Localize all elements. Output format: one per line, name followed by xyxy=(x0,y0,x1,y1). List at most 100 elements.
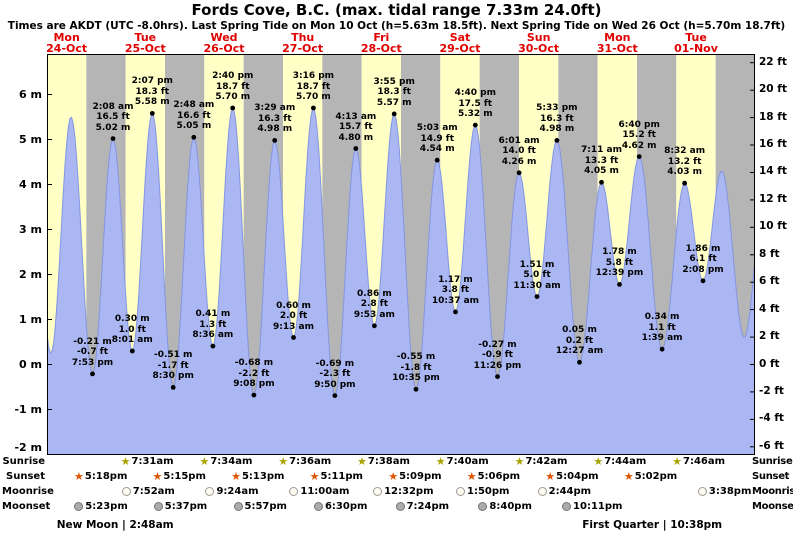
y-axis-label-ft: 20 ft xyxy=(759,83,787,96)
moonset-marker: 5:23pm xyxy=(74,500,128,513)
y-axis-label-ft: 22 ft xyxy=(759,55,787,68)
low-tide-dot xyxy=(534,294,540,299)
high-tide-dot xyxy=(636,154,642,159)
astro-caption-right-sunrise: Sunrise xyxy=(752,456,793,467)
high-tide-dot xyxy=(149,111,155,116)
low-tide-dot xyxy=(210,343,216,349)
astro-caption-right-moonset: Moonset xyxy=(752,501,793,512)
y-axis-label-ft: 4 ft xyxy=(759,302,780,315)
sunrise-star-icon: ★ xyxy=(672,455,682,468)
y-axis-label-m: 0 m xyxy=(19,357,42,371)
sunset-marker: ★ 5:04pm xyxy=(545,470,599,483)
low-tide-dot xyxy=(617,282,622,287)
sunrise-star-icon: ★ xyxy=(514,455,525,468)
y-axis-label-ft: 2 ft xyxy=(759,330,780,343)
y-axis-label-ft: 16 ft xyxy=(759,138,787,151)
sunset-marker: ★ 5:02pm xyxy=(623,470,678,483)
low-tide-dot xyxy=(453,309,458,315)
sunrise-marker: ★ 7:31am xyxy=(120,455,174,468)
sunrise-marker: ★ 7:36am xyxy=(278,455,332,468)
day-label: Wed 26-Oct xyxy=(203,31,245,55)
sunrise-marker: ★ 7:44am xyxy=(593,455,647,468)
y-axis-label-ft: 10 ft xyxy=(759,220,787,233)
sunset-star-icon: ★ xyxy=(74,470,84,483)
y-axis-label-m: 2 m xyxy=(19,267,42,281)
tide-curve xyxy=(47,107,755,396)
high-tide-dot xyxy=(391,111,397,117)
sunrise-marker: ★ 7:38am xyxy=(357,455,410,468)
astro-caption-left-sunrise: Sunrise xyxy=(2,456,45,467)
high-tide-dot xyxy=(434,157,440,163)
day-label: Sat 29-Oct xyxy=(439,31,481,55)
moonset-marker: 7:24pm xyxy=(395,500,449,513)
moonset-moon-icon xyxy=(233,502,243,511)
y-axis-label-ft: -2 ft xyxy=(759,384,784,397)
astro-caption-right-sunset: Sunset xyxy=(752,471,790,482)
y-axis-label-ft: 0 ft xyxy=(759,357,780,370)
sunrise-marker: ★ 7:34am xyxy=(199,455,253,468)
y-axis-label-m: 5 m xyxy=(19,132,42,146)
low-tide-dot xyxy=(90,371,95,377)
astro-caption-left-moonrise: Moonrise xyxy=(2,486,54,497)
day-label: Fri 28-Oct xyxy=(360,31,402,55)
high-tide-dot xyxy=(272,138,278,143)
moonrise-moon-icon xyxy=(205,487,215,496)
moonrise-moon-icon xyxy=(537,487,547,496)
sunset-star-icon: ★ xyxy=(231,470,241,483)
day-label: Mon 24-Oct xyxy=(46,31,88,55)
y-axis-label-m: 6 m xyxy=(19,87,42,101)
moonset-moon-icon xyxy=(562,502,572,511)
day-label: Mon 31-Oct xyxy=(596,31,638,55)
low-tide-dot xyxy=(251,392,257,398)
y-axis-label-m: 4 m xyxy=(19,177,42,191)
low-tide-dot xyxy=(170,385,176,390)
y-axis-label-m: -2 m xyxy=(14,441,42,454)
tide-area xyxy=(47,108,755,455)
low-tide-dot xyxy=(332,393,338,398)
sunrise-marker: ★ 7:40am xyxy=(435,455,489,468)
day-label: Sun 30-Oct xyxy=(518,31,560,55)
high-tide-dot xyxy=(230,105,236,111)
sunset-marker: ★ 5:15pm xyxy=(152,470,206,483)
moonrise-moon-icon xyxy=(121,487,131,496)
moonrise-marker: 2:44pm xyxy=(537,485,591,498)
sunrise-star-icon: ★ xyxy=(357,455,367,468)
low-tide-dot xyxy=(659,346,665,352)
high-tide-dot xyxy=(311,105,316,111)
y-axis-label-ft: 6 ft xyxy=(759,275,780,288)
day-label: Tue 25-Oct xyxy=(124,31,166,55)
tide-chart-plot xyxy=(47,54,755,455)
high-tide-dot xyxy=(682,180,687,186)
sunrise-star-icon: ★ xyxy=(199,455,210,468)
sunset-star-icon: ★ xyxy=(309,470,320,483)
moonset-moon-icon xyxy=(395,502,405,511)
high-tide-dot xyxy=(191,134,197,140)
sunrise-star-icon: ★ xyxy=(120,455,131,468)
day-label: Tue 01-Nov xyxy=(674,31,718,55)
sunset-marker: ★ 5:11pm xyxy=(309,470,363,483)
moonrise-marker: 12:32pm xyxy=(373,485,434,498)
sunset-star-icon: ★ xyxy=(466,470,477,483)
y-axis-label-ft: -4 ft xyxy=(759,412,784,425)
low-tide-dot xyxy=(129,348,135,354)
low-tide-dot xyxy=(700,278,706,284)
sunset-star-icon: ★ xyxy=(388,470,399,483)
moonrise-moon-icon xyxy=(456,487,465,496)
sunset-marker: ★ 5:09pm xyxy=(388,470,442,483)
moonrise-moon-icon xyxy=(373,487,383,496)
y-axis-label-m: -1 m xyxy=(14,402,42,416)
moonrise-marker: 7:52am xyxy=(121,485,175,498)
moonset-moon-icon xyxy=(74,502,84,511)
day-label: Thu 27-Oct xyxy=(282,31,324,55)
high-tide-dot xyxy=(472,122,478,128)
high-tide-dot xyxy=(599,179,604,185)
page-title: Fords Cove, B.C. (max. tidal range 7.33m… xyxy=(191,1,602,19)
moonset-moon-icon xyxy=(313,502,323,511)
moonrise-marker: 1:50pm xyxy=(456,485,509,498)
high-tide-dot xyxy=(110,136,116,141)
y-axis-label-ft: -6 ft xyxy=(759,439,784,452)
sunset-marker: ★ 5:13pm xyxy=(231,470,285,483)
sunset-star-icon: ★ xyxy=(545,470,556,483)
moon-phase-label: First Quarter | 10:38pm xyxy=(582,519,723,531)
